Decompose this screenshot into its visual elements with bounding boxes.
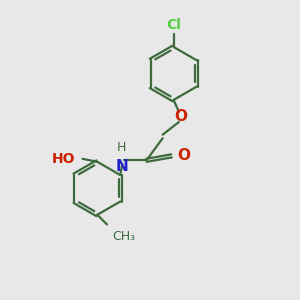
Text: O: O (177, 148, 190, 164)
Text: H: H (117, 141, 126, 154)
Text: HO: HO (52, 152, 75, 166)
Text: N: N (116, 159, 128, 174)
Text: Cl: Cl (166, 18, 181, 32)
Text: CH₃: CH₃ (112, 230, 135, 242)
Text: O: O (174, 109, 187, 124)
